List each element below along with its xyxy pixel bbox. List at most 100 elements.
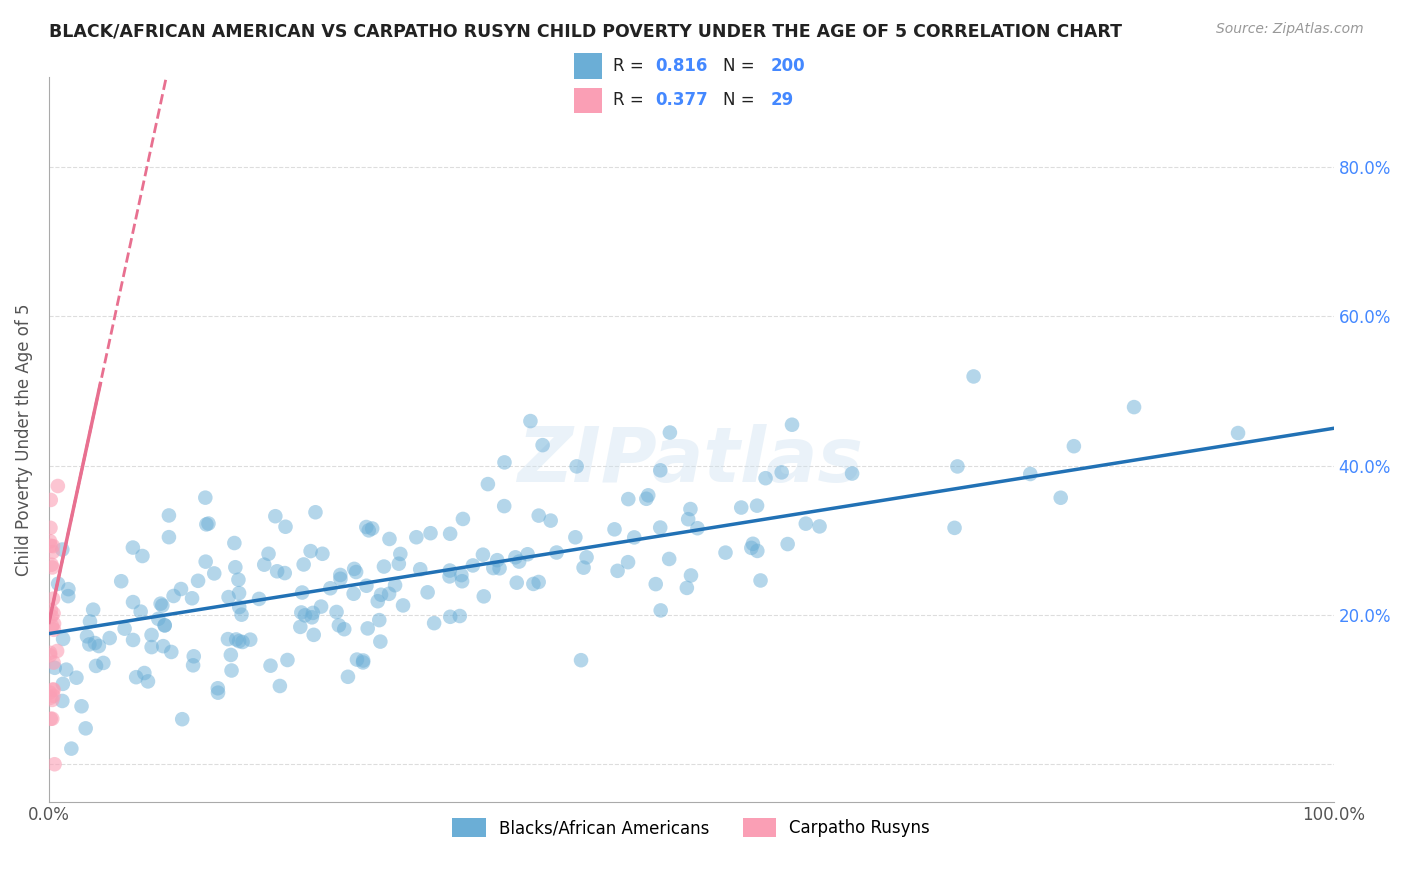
Point <box>527 508 550 523</box>
Point <box>129 605 152 619</box>
Point <box>39 690 62 705</box>
Point <box>477 477 499 491</box>
Point <box>51 694 73 708</box>
Point <box>714 546 737 560</box>
Text: N =: N = <box>723 91 759 110</box>
Point <box>42 616 65 631</box>
Point <box>51 542 73 557</box>
Legend: Blacks/African Americans, Carpatho Rusyns: Blacks/African Americans, Carpatho Rusyn… <box>446 812 936 844</box>
Text: ZIPatlas: ZIPatlas <box>519 425 865 499</box>
Point <box>79 637 101 651</box>
Point <box>741 537 763 551</box>
Point <box>745 499 768 513</box>
Point <box>148 612 170 626</box>
Point <box>207 686 229 700</box>
Point <box>141 640 163 654</box>
Point <box>152 639 174 653</box>
Point <box>131 549 153 563</box>
Point <box>55 663 77 677</box>
Point <box>195 517 218 532</box>
Point <box>776 537 799 551</box>
Point <box>373 559 395 574</box>
Point <box>224 536 246 550</box>
Point <box>181 658 204 673</box>
Point <box>378 532 401 546</box>
Point <box>333 622 356 636</box>
Point <box>676 512 699 526</box>
Point <box>841 467 863 481</box>
Point <box>540 514 562 528</box>
Point <box>575 550 598 565</box>
Point <box>357 622 380 636</box>
Point <box>352 653 374 667</box>
Point <box>39 712 62 726</box>
Point <box>356 579 378 593</box>
Point <box>84 636 107 650</box>
Point <box>637 488 659 502</box>
Point <box>606 564 628 578</box>
Point <box>392 599 415 613</box>
Point <box>87 639 110 653</box>
Point <box>150 599 173 613</box>
Point <box>39 646 62 660</box>
Point <box>172 712 194 726</box>
FancyBboxPatch shape <box>574 54 602 78</box>
Point <box>41 560 63 574</box>
Point <box>419 526 441 541</box>
Point <box>679 502 702 516</box>
Point <box>450 568 472 582</box>
Point <box>423 616 446 631</box>
Point <box>266 564 288 578</box>
Point <box>325 605 347 619</box>
Point <box>79 615 101 629</box>
Text: N =: N = <box>723 57 759 75</box>
Text: 200: 200 <box>770 57 806 75</box>
Point <box>82 602 104 616</box>
Point <box>264 509 287 524</box>
Text: 0.816: 0.816 <box>655 57 707 75</box>
Point <box>519 414 541 428</box>
Text: Source: ZipAtlas.com: Source: ZipAtlas.com <box>1216 22 1364 37</box>
Point <box>58 582 80 596</box>
Point <box>41 545 63 559</box>
Point <box>39 492 62 507</box>
Point <box>228 600 250 615</box>
FancyBboxPatch shape <box>574 87 602 113</box>
Point <box>405 530 427 544</box>
Point <box>572 560 595 574</box>
Point <box>269 679 291 693</box>
Point <box>42 607 65 621</box>
Point <box>274 566 297 580</box>
Point <box>136 674 159 689</box>
Point <box>650 520 672 534</box>
Point <box>356 520 378 534</box>
Point <box>564 530 586 544</box>
Point <box>370 588 392 602</box>
Point <box>472 590 495 604</box>
Point <box>389 547 412 561</box>
Y-axis label: Child Poverty Under the Age of 5: Child Poverty Under the Age of 5 <box>15 303 32 575</box>
Point <box>44 661 66 675</box>
Point <box>367 594 389 608</box>
Point <box>650 603 672 617</box>
Point <box>658 425 681 440</box>
Point <box>506 575 529 590</box>
Point <box>134 666 156 681</box>
Text: R =: R = <box>613 57 650 75</box>
Text: 0.377: 0.377 <box>655 91 709 110</box>
Point <box>451 574 474 589</box>
Point <box>658 552 681 566</box>
Point <box>531 438 554 452</box>
Point <box>294 608 316 623</box>
Point <box>194 555 217 569</box>
Point <box>617 492 640 507</box>
Text: R =: R = <box>613 91 650 110</box>
Point <box>676 581 699 595</box>
Point <box>56 589 79 603</box>
Point <box>41 682 63 697</box>
Point <box>623 530 645 544</box>
Point <box>650 463 672 477</box>
Text: BLACK/AFRICAN AMERICAN VS CARPATHO RUSYN CHILD POVERTY UNDER THE AGE OF 5 CORREL: BLACK/AFRICAN AMERICAN VS CARPATHO RUSYN… <box>49 22 1122 40</box>
Point <box>231 607 253 622</box>
Point <box>110 574 132 589</box>
